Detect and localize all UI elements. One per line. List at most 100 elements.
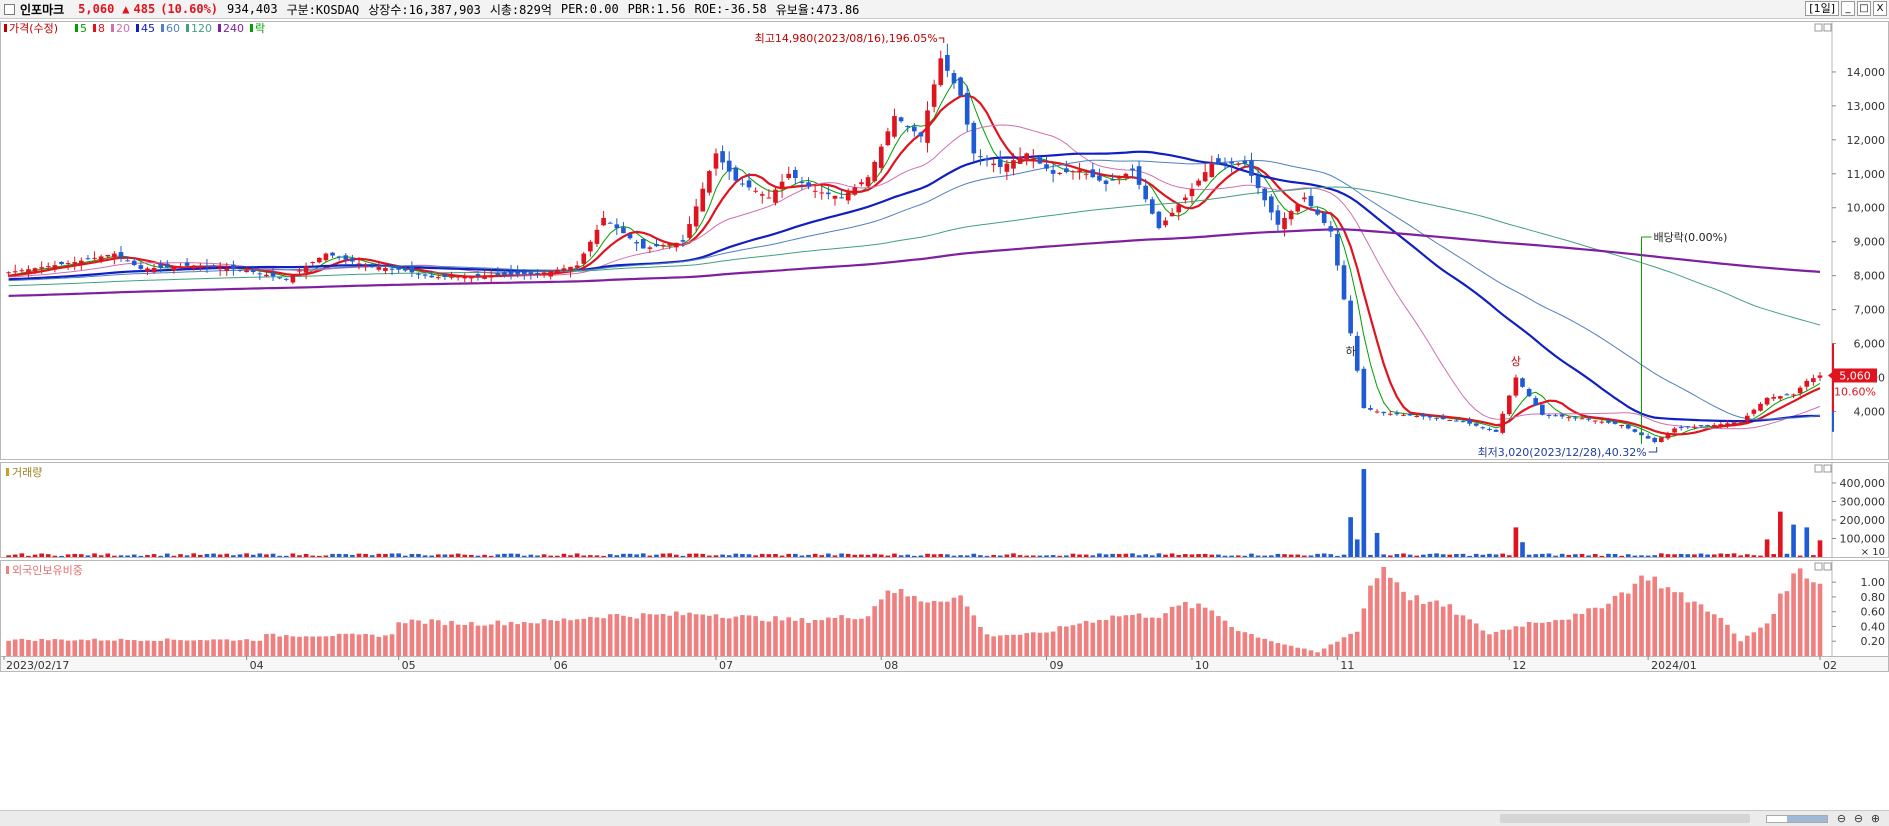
- foreign-bar: [237, 640, 243, 656]
- candle-body: [634, 242, 639, 244]
- foreign-bar: [1414, 595, 1420, 656]
- volume-bar: [178, 554, 183, 557]
- candle-body: [1771, 397, 1777, 399]
- candle-body: [1361, 368, 1367, 409]
- volume-bar: [958, 555, 963, 557]
- candle-body: [878, 146, 884, 168]
- foreign-bar: [12, 639, 18, 656]
- foreign-bar: [356, 634, 362, 656]
- candle-body: [1282, 217, 1287, 230]
- ma-45-line: [8, 150, 1821, 423]
- close-button[interactable]: X: [1873, 1, 1887, 16]
- legend-label-7: 240: [223, 22, 244, 35]
- maximize-button[interactable]: □: [1857, 1, 1871, 16]
- volume-bar: [1473, 553, 1479, 557]
- volume-bar: [1401, 553, 1406, 557]
- volume-bar: [1242, 555, 1248, 557]
- foreign-bar: [1599, 608, 1605, 656]
- foreign-bar: [297, 636, 302, 656]
- volume-bar: [581, 555, 587, 557]
- volume-bar: [1116, 554, 1122, 557]
- candle-body: [1811, 378, 1816, 383]
- range-slider[interactable]: [1766, 815, 1828, 823]
- candle-body: [1778, 396, 1783, 399]
- foreign-bar: [455, 624, 461, 656]
- volume-bar: [1070, 553, 1076, 557]
- volume-bar: [336, 553, 342, 557]
- volume-bar: [1692, 554, 1697, 557]
- volume-bar: [1678, 553, 1684, 557]
- period-selector[interactable]: [1일]: [1805, 1, 1839, 16]
- foreign-bar: [336, 633, 342, 656]
- volume-bar: [1368, 554, 1373, 557]
- volume-bar: [1335, 555, 1340, 557]
- select-checkbox[interactable]: [4, 3, 15, 15]
- zoom-in-icon[interactable]: ⊕: [1870, 812, 1881, 825]
- volume-bar: [237, 554, 243, 557]
- volume-bar: [1625, 554, 1631, 557]
- candle-body: [350, 258, 355, 262]
- foreign-bar: [958, 595, 963, 656]
- horizontal-scrollbar[interactable]: [1500, 814, 1750, 823]
- foreign-bar: [224, 639, 230, 656]
- panel-1-close-icon: [1823, 23, 1832, 32]
- candle-body: [1414, 415, 1420, 417]
- zoom-out-icon[interactable]: ⊖: [1853, 812, 1864, 825]
- foreign-bar: [125, 639, 130, 656]
- candle-body: [376, 267, 382, 270]
- x-tick-label: 07: [719, 659, 733, 672]
- foreign-bar: [1381, 566, 1386, 656]
- candle-body: [1407, 413, 1413, 416]
- foreign-bar: [1354, 631, 1360, 656]
- foreign-bar: [892, 593, 897, 656]
- volume-y-tick-label: 300,000: [1840, 495, 1886, 508]
- candle-body: [383, 268, 388, 271]
- candle-body: [660, 245, 666, 247]
- foreign-bar: [164, 638, 170, 656]
- legend-label-8: 락: [255, 22, 265, 35]
- volume-bar: [1526, 554, 1532, 557]
- foreign-bar: [792, 620, 798, 656]
- candle-body: [1308, 195, 1314, 207]
- volume-bar: [1652, 555, 1658, 557]
- foreign-bar: [1308, 650, 1314, 656]
- candle-body: [1242, 160, 1248, 164]
- volume-bar: [1447, 554, 1453, 557]
- stock-chart[interactable]: 4,0005,0006,0007,0008,0009,00010,00011,0…: [0, 19, 1889, 810]
- ma-240-line: [8, 228, 1821, 297]
- candle-body: [700, 188, 706, 212]
- volume-bar: [363, 553, 368, 557]
- candle-body: [442, 274, 448, 277]
- candle-body: [1553, 415, 1558, 417]
- candle-body: [1374, 411, 1380, 413]
- volume-title: 거래량: [12, 466, 42, 479]
- price-change: 485: [133, 2, 156, 16]
- range-slider-thumb[interactable]: [1787, 816, 1827, 822]
- minimize-button[interactable]: _: [1841, 1, 1855, 16]
- zoom-reset-icon[interactable]: ⊖: [1836, 812, 1847, 825]
- candle-body: [270, 272, 276, 277]
- foreign-bar: [1262, 638, 1267, 656]
- candle-body: [369, 265, 375, 267]
- foreign-bar: [495, 620, 501, 656]
- candle-body: [1216, 158, 1221, 164]
- candle-body: [250, 270, 256, 272]
- foreign-bar: [1619, 592, 1624, 656]
- volume-bar: [1599, 555, 1605, 557]
- volume-bar: [1520, 542, 1525, 557]
- foreign-bar: [720, 617, 725, 656]
- foreign-bar: [1500, 629, 1505, 656]
- foreign-bar: [422, 623, 428, 656]
- foreign-bar: [1573, 613, 1578, 656]
- foreign-bar: [85, 640, 91, 656]
- legend-label-5: 60: [166, 22, 180, 35]
- foreign-bar: [409, 619, 415, 656]
- foreign-y-tick-label: 0.40: [1861, 620, 1886, 633]
- volume-bar: [204, 554, 210, 557]
- candle-body: [145, 268, 150, 272]
- candle-body: [971, 122, 977, 154]
- candle-body: [508, 271, 514, 275]
- volume-bar: [693, 553, 699, 557]
- candle-body: [964, 92, 970, 125]
- foreign-bar: [1368, 585, 1373, 656]
